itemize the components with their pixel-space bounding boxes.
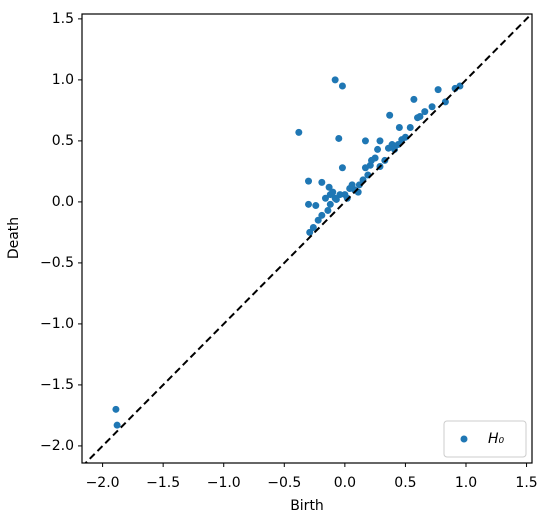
point xyxy=(321,194,329,202)
point xyxy=(361,137,369,145)
x-tick-label: 0.0 xyxy=(334,475,356,491)
y-tick-label: −1.5 xyxy=(40,377,74,393)
legend-marker xyxy=(460,435,468,443)
point xyxy=(384,144,392,152)
point xyxy=(314,216,322,224)
y-axis-label: Death xyxy=(6,217,22,259)
point xyxy=(324,206,332,214)
point xyxy=(386,111,394,119)
point xyxy=(305,177,313,185)
legend-box xyxy=(443,420,527,458)
point xyxy=(428,103,436,111)
point xyxy=(329,188,337,196)
point xyxy=(414,114,422,122)
point xyxy=(348,181,356,189)
point xyxy=(338,82,346,90)
point xyxy=(312,202,320,210)
diagonal xyxy=(84,14,532,463)
x-tick-label: 0.5 xyxy=(394,475,416,491)
x-axis-label: Birth xyxy=(290,498,324,514)
y-tick-label: 0.0 xyxy=(52,194,74,210)
point xyxy=(406,123,414,131)
point xyxy=(326,200,334,208)
point xyxy=(305,200,313,208)
y-tick-label: −2.0 xyxy=(40,438,74,454)
point xyxy=(355,181,363,189)
x-tick-label: 1.0 xyxy=(455,475,477,491)
point xyxy=(112,405,120,413)
point xyxy=(361,164,369,172)
point xyxy=(306,228,314,236)
point xyxy=(434,86,442,94)
point xyxy=(376,137,384,145)
x-tick-label: −0.5 xyxy=(267,475,301,491)
point xyxy=(335,134,343,142)
point xyxy=(295,128,303,136)
point xyxy=(318,211,326,219)
y-tick-label: 0.5 xyxy=(52,133,74,149)
x-tick-label: 1.5 xyxy=(515,475,537,491)
point xyxy=(374,145,382,153)
point xyxy=(318,178,326,186)
point xyxy=(325,183,333,191)
point xyxy=(395,123,403,131)
y-tick-label: 1.0 xyxy=(52,72,74,88)
x-tick-label: −1.5 xyxy=(146,475,180,491)
point xyxy=(332,195,340,203)
point xyxy=(331,76,339,84)
point xyxy=(336,191,344,199)
x-tick-label: −1.0 xyxy=(207,475,241,491)
point xyxy=(309,224,317,232)
point xyxy=(338,164,346,172)
y-tick-label: 1.5 xyxy=(52,11,74,27)
point xyxy=(113,421,121,429)
x-tick-label: −2.0 xyxy=(86,475,120,491)
point xyxy=(401,133,409,141)
point xyxy=(410,95,418,103)
y-tick-label: −0.5 xyxy=(40,255,74,271)
y-tick-label: −1.0 xyxy=(40,316,74,332)
legend-label: H₀ xyxy=(488,431,505,447)
point xyxy=(368,156,376,164)
point xyxy=(421,108,429,116)
plot-frame xyxy=(81,13,533,464)
